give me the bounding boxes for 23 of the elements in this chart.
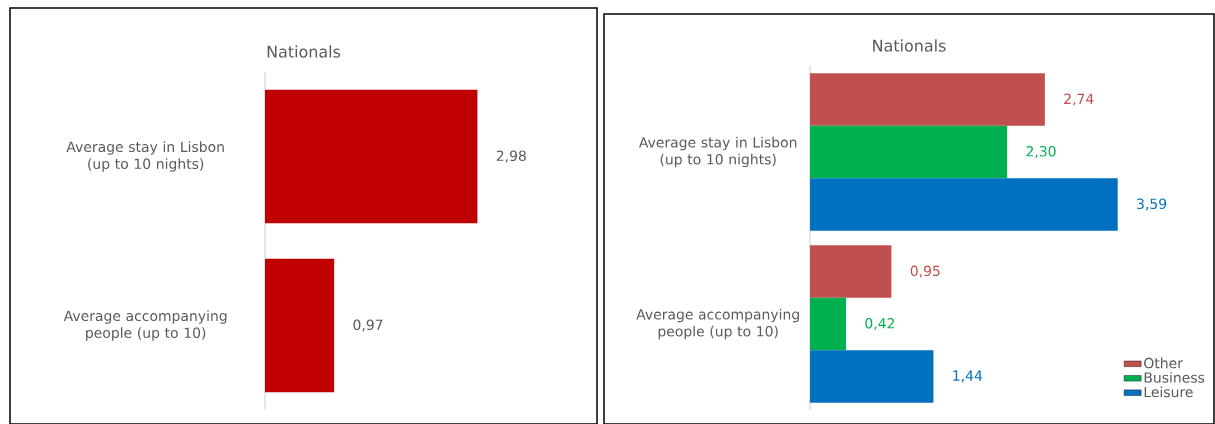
data-label: 0,97 [353,319,383,332]
y-tick-label: Average accompanying people (up to 10) [636,308,799,340]
bar [810,245,892,298]
bar [810,73,1045,126]
data-label: 1,44 [953,370,983,383]
bar [810,350,934,403]
legend-label: Business [1144,372,1205,383]
data-label: 0,95 [910,265,940,278]
data-label: 0,42 [865,318,895,330]
data-label: 3,59 [1137,198,1167,211]
y-tick-label: Average stay in Lisbon (up to 10 nights) [638,136,797,168]
data-label: 2,98 [496,150,526,163]
y-tick-label: Average stay in Lisbon (up to 10 nights) [66,141,224,172]
data-label: 2,74 [1064,93,1094,106]
chart-title: Nationals [873,39,946,52]
chart-title: Nationals [267,45,341,58]
data-label: 2,30 [1026,146,1056,158]
bar [810,297,847,351]
y-tick-label: Average accompanying people (up to 10) [63,310,227,341]
legend-label: Leisure [1144,386,1193,398]
bar [810,178,1118,231]
legend-label: Other [1144,357,1183,369]
bar [810,125,1008,179]
